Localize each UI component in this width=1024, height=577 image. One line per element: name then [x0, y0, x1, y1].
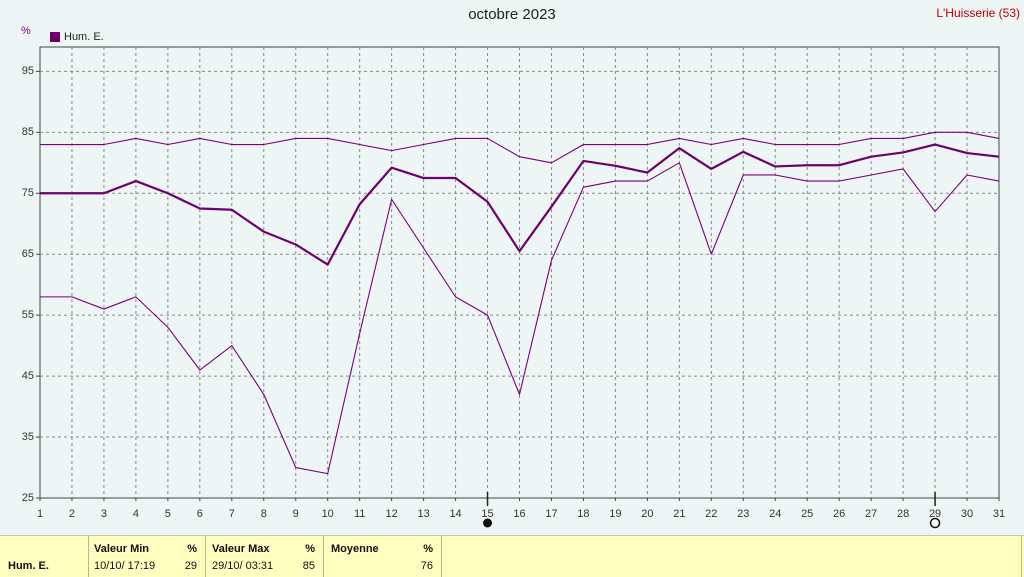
- series-line-min: [40, 162, 1000, 475]
- x-tick-label: 18: [577, 508, 590, 520]
- summary-max-cell: Valeur Max % 29/10/ 03:31 85: [205, 536, 323, 577]
- series-line-mean: [40, 143, 1000, 266]
- max-header: Valeur Max: [212, 543, 270, 555]
- x-tick-label: 6: [196, 508, 203, 520]
- x-tick-label: 24: [769, 508, 782, 520]
- x-tick-label: 2: [68, 508, 76, 520]
- x-tick-label: 28: [896, 508, 910, 520]
- max-value: 85: [302, 560, 315, 572]
- max-day-marker: [929, 517, 941, 529]
- x-tick-label: 27: [865, 508, 878, 520]
- x-tick-label: 26: [833, 508, 846, 520]
- summary-row-label: Hum. E.: [8, 560, 49, 572]
- x-tick-label: 12: [385, 508, 398, 520]
- x-tick-label: 3: [100, 508, 107, 520]
- summary-table: Hum. E. Valeur Min % 10/10/ 17:19 29 Val…: [0, 535, 1024, 577]
- x-tick-label: 31: [992, 508, 1006, 520]
- x-tick-label: 17: [545, 508, 558, 520]
- x-tick-label: 30: [960, 508, 974, 520]
- x-tick-label: 21: [673, 508, 686, 520]
- y-unit-label: %: [21, 25, 31, 37]
- x-tick-label: 19: [609, 508, 622, 520]
- legend-label: Hum. E.: [64, 31, 104, 43]
- max-when: 29/10/ 03:31: [212, 560, 274, 572]
- x-tick-label: 14: [449, 508, 462, 520]
- x-tick-label: 10: [321, 508, 334, 520]
- min-header: Valeur Min: [94, 543, 150, 555]
- x-tick-label: 20: [641, 508, 654, 520]
- x-tick-label: 23: [737, 508, 750, 520]
- x-tick-label: 8: [260, 508, 267, 520]
- min-value: 29: [184, 560, 197, 572]
- x-tick-label: 15: [481, 508, 494, 520]
- y-tick-label: 35: [21, 431, 34, 444]
- mean-header: Moyenne: [331, 543, 379, 555]
- y-tick-label: 65: [21, 248, 34, 261]
- station-name: L'Huisserie (53): [936, 6, 1020, 20]
- y-tick-label: 45: [21, 370, 34, 383]
- y-tick-label: 95: [21, 65, 34, 78]
- summary-min-cell: Valeur Min % 10/10/ 17:19 29: [88, 536, 205, 577]
- y-tick-label: 25: [21, 492, 34, 504]
- min-unit: %: [187, 543, 197, 555]
- x-tick-label: 1: [36, 508, 44, 520]
- legend-swatch: [50, 32, 60, 42]
- summary-mean-cell: Moyenne % 76: [323, 536, 441, 577]
- x-tick-label: 9: [292, 508, 299, 520]
- humidity-chart: [36, 46, 1000, 529]
- x-tick-label: 29: [928, 508, 942, 520]
- x-tick-label: 22: [705, 508, 718, 520]
- min-day-marker: [483, 518, 493, 528]
- x-tick-label: 5: [164, 508, 171, 520]
- x-tick-label: 7: [228, 508, 235, 520]
- x-tick-label: 13: [417, 508, 430, 520]
- x-tick-label: 16: [513, 508, 526, 520]
- mean-value: 76: [420, 560, 433, 572]
- chart-title: octobre 2023: [468, 6, 556, 23]
- summary-row-label-cell: Hum. E.: [8, 536, 88, 577]
- x-tick-label: 25: [801, 508, 814, 520]
- mean-unit: %: [423, 543, 433, 555]
- max-unit: %: [305, 543, 315, 555]
- x-tick-label: 4: [132, 508, 139, 520]
- y-tick-label: 85: [21, 126, 34, 139]
- y-tick-label: 75: [21, 187, 34, 200]
- y-tick-label: 55: [21, 309, 34, 322]
- x-tick-label: 11: [353, 508, 366, 520]
- series-line-max: [40, 131, 1000, 164]
- legend: Hum. E.: [50, 31, 104, 43]
- min-when: 10/10/ 17:19: [94, 560, 156, 572]
